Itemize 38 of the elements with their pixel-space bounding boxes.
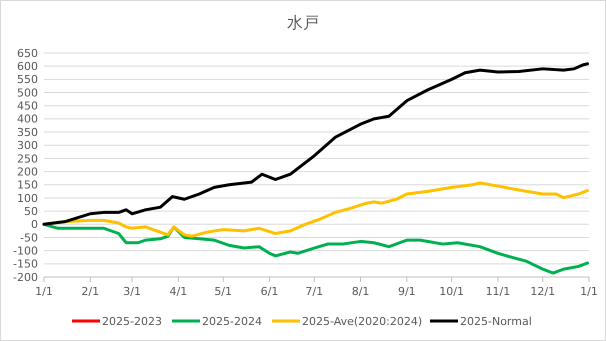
- y-tick-label: -50: [20, 231, 38, 244]
- y-tick-label: 200: [17, 165, 38, 178]
- x-tick-label: 9/1: [398, 285, 416, 298]
- y-tick-label: 100: [17, 192, 38, 205]
- x-tick-label: 6/1: [260, 285, 278, 298]
- y-tick-label: 400: [17, 112, 38, 126]
- y-tick-label: 550: [17, 73, 38, 86]
- legend-label: 2025-2024: [202, 314, 262, 328]
- line-series: [42, 62, 590, 226]
- x-tick-label: 7/1: [305, 285, 324, 298]
- x-tick-label: 11/1: [486, 285, 510, 298]
- y-tick-label: 450: [17, 100, 38, 113]
- y-tick-label: 250: [17, 152, 38, 166]
- legend-label: 2025-2023: [102, 314, 162, 328]
- y-tick-label: 350: [17, 126, 38, 139]
- y-tick-label: -100: [13, 244, 38, 258]
- x-tick-label: 2/1: [81, 285, 100, 298]
- x-tick-label: 3/1: [123, 285, 141, 298]
- y-tick-label: 500: [17, 86, 38, 100]
- x-tick-label: 1/1: [580, 285, 598, 298]
- x-tick-label: 10/1: [439, 285, 464, 298]
- legend-label: 2025-Ave(2020:2024): [302, 314, 422, 328]
- y-tick-label: 0: [31, 218, 38, 232]
- x-tick-label: 1/1: [35, 285, 53, 298]
- y-tick-label: 150: [17, 178, 38, 192]
- x-tick-label: 8/1: [352, 285, 370, 298]
- x-tick-label: 4/1: [170, 285, 188, 298]
- y-tick-label: 300: [17, 139, 38, 152]
- y-tick-label: 650: [17, 46, 38, 60]
- y-tick-label: 600: [17, 60, 38, 74]
- chart-title: 水戸: [287, 13, 319, 32]
- y-tick-label: 50: [24, 204, 38, 218]
- x-tick-label: 12/1: [530, 285, 556, 298]
- x-tick-label: 5/1: [214, 285, 232, 298]
- y-tick-label: -150: [13, 258, 38, 271]
- legend-label: 2025-Normal: [460, 314, 532, 328]
- y-tick-label: -200: [13, 270, 38, 284]
- line-series: [42, 222, 590, 275]
